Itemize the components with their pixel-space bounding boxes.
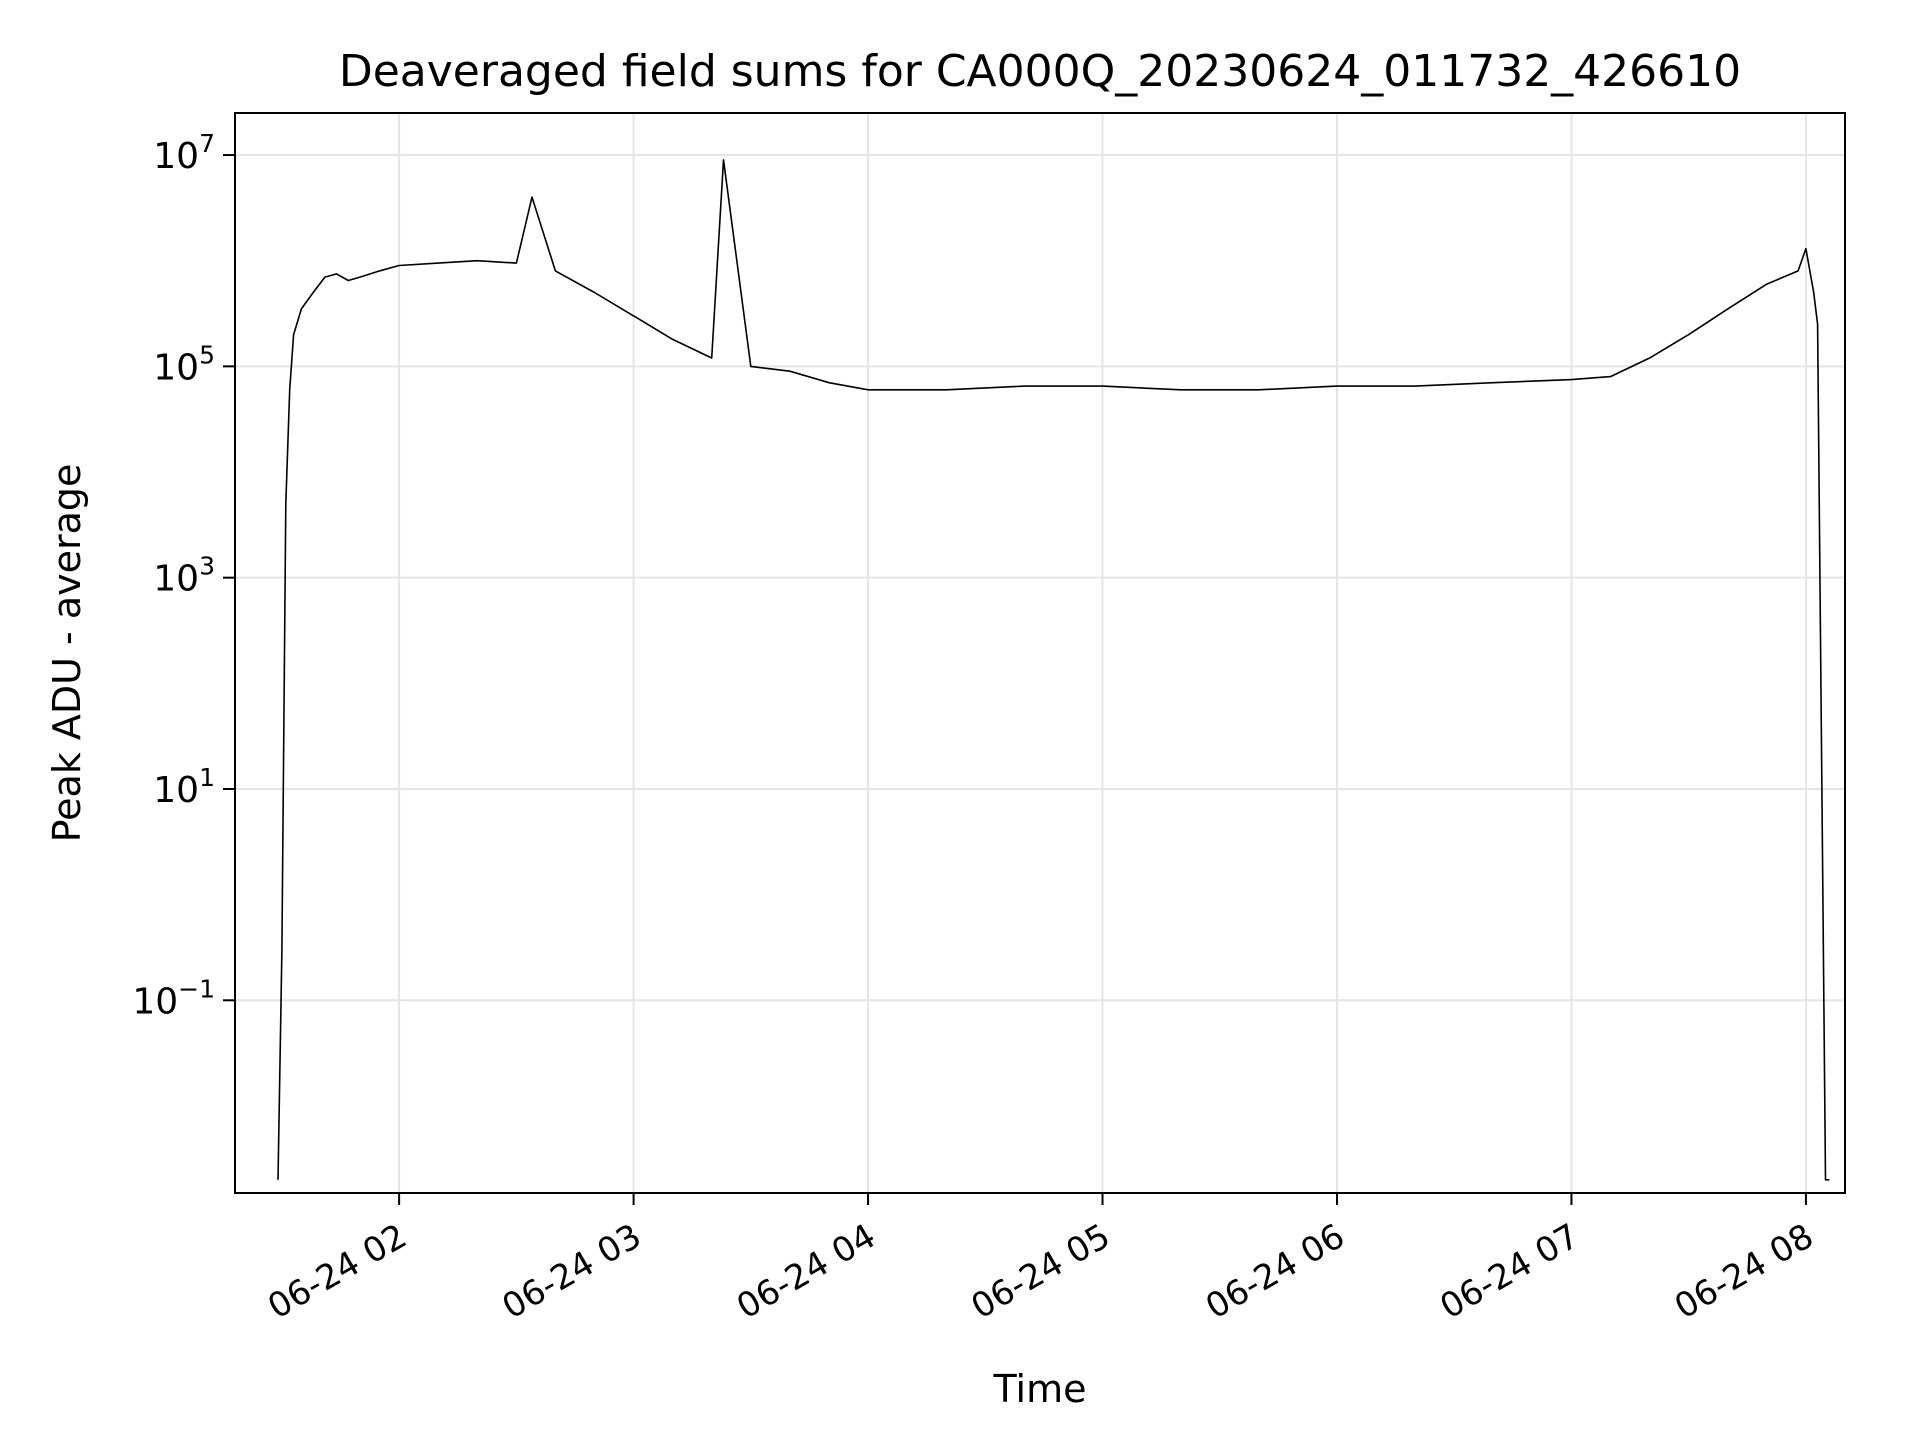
x-tick-label: 06-24 08	[1668, 1216, 1820, 1327]
series-layer	[277, 159, 1830, 1181]
plot-frame	[234, 112, 1846, 1194]
grid-layer	[235, 113, 1845, 1193]
y-tick-label: 107	[153, 129, 215, 177]
x-tick-label: 06-24 03	[496, 1216, 648, 1327]
x-tick-label: 06-24 02	[261, 1216, 413, 1327]
y-tick-label: 103	[153, 552, 215, 600]
x-tick-layer: 06-24 02 06-24 03 06-24 04 06-24 05 06-24 06…	[261, 1193, 1820, 1327]
x-tick-label: 06-24 05	[965, 1216, 1117, 1327]
x-tick-label: 06-24 04	[730, 1216, 882, 1327]
y-tick-label: 10−1	[132, 974, 215, 1022]
chart-title: Deaveraged field sums for CA000Q_2023062…	[339, 46, 1741, 97]
x-tick-label: 06-24 06	[1199, 1216, 1351, 1327]
x-tick-label: 06-24 07	[1434, 1216, 1586, 1327]
y-tick-layer: 107 105 103 101 10−1	[132, 129, 235, 1022]
x-axis-label: Time	[993, 1367, 1087, 1411]
y-axis-label: Peak ADU - average	[45, 464, 89, 843]
y-tick-label: 105	[153, 340, 215, 388]
y-tick-label: 101	[153, 763, 215, 811]
series-line-0	[277, 159, 1830, 1181]
